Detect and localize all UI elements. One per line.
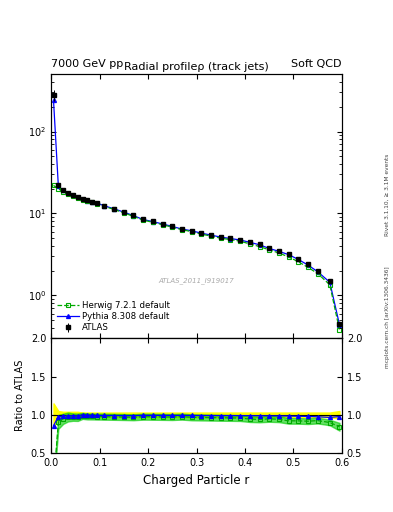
Herwig 7.2.1 default xyxy=(151,219,155,225)
Pythia 8.308 default xyxy=(327,279,332,285)
Pythia 8.308 default xyxy=(228,236,233,242)
Pythia 8.308 default xyxy=(337,322,342,328)
Herwig 7.2.1 default xyxy=(277,250,281,256)
Pythia 8.308 default xyxy=(75,194,80,200)
Herwig 7.2.1 default xyxy=(286,254,291,260)
Pythia 8.308 default xyxy=(209,232,213,238)
Text: Rivet 3.1.10, ≥ 3.1M events: Rivet 3.1.10, ≥ 3.1M events xyxy=(385,154,389,236)
Herwig 7.2.1 default xyxy=(112,206,116,212)
Pythia 8.308 default xyxy=(85,198,90,204)
Pythia 8.308 default xyxy=(56,183,61,189)
Herwig 7.2.1 default xyxy=(267,247,272,253)
Herwig 7.2.1 default xyxy=(131,214,136,220)
Text: ATLAS_2011_I919017: ATLAS_2011_I919017 xyxy=(159,277,234,284)
Pythia 8.308 default xyxy=(131,212,136,219)
Pythia 8.308 default xyxy=(90,199,95,205)
Line: Pythia 8.308 default: Pythia 8.308 default xyxy=(51,98,342,327)
Herwig 7.2.1 default xyxy=(337,327,342,333)
Herwig 7.2.1 default xyxy=(315,270,320,276)
Herwig 7.2.1 default xyxy=(296,259,301,265)
Herwig 7.2.1 default xyxy=(56,186,61,192)
Line: Herwig 7.2.1 default: Herwig 7.2.1 default xyxy=(51,183,342,332)
Text: 7000 GeV pp: 7000 GeV pp xyxy=(51,59,123,69)
Herwig 7.2.1 default xyxy=(170,224,174,230)
Herwig 7.2.1 default xyxy=(141,217,145,223)
Herwig 7.2.1 default xyxy=(95,201,99,207)
Pythia 8.308 default xyxy=(95,200,99,206)
Herwig 7.2.1 default xyxy=(327,282,332,288)
Herwig 7.2.1 default xyxy=(102,203,107,209)
Herwig 7.2.1 default xyxy=(71,193,75,199)
Pythia 8.308 default xyxy=(277,248,281,254)
Y-axis label: Ratio to ATLAS: Ratio to ATLAS xyxy=(15,360,25,432)
Pythia 8.308 default xyxy=(102,203,107,209)
Herwig 7.2.1 default xyxy=(121,210,126,216)
Pythia 8.308 default xyxy=(71,192,75,198)
Herwig 7.2.1 default xyxy=(180,227,184,233)
Herwig 7.2.1 default xyxy=(306,264,310,270)
Herwig 7.2.1 default xyxy=(75,195,80,201)
Pythia 8.308 default xyxy=(219,234,223,240)
Pythia 8.308 default xyxy=(66,190,70,196)
Pythia 8.308 default xyxy=(296,257,301,263)
Pythia 8.308 default xyxy=(121,209,126,215)
Pythia 8.308 default xyxy=(257,242,262,248)
Pythia 8.308 default xyxy=(238,237,242,243)
Herwig 7.2.1 default xyxy=(189,228,194,234)
Pythia 8.308 default xyxy=(248,239,252,245)
Pythia 8.308 default xyxy=(80,196,85,202)
Text: Soft QCD: Soft QCD xyxy=(292,59,342,69)
Herwig 7.2.1 default xyxy=(90,199,95,205)
Pythia 8.308 default xyxy=(286,251,291,258)
Legend: Herwig 7.2.1 default, Pythia 8.308 default, ATLAS: Herwig 7.2.1 default, Pythia 8.308 defau… xyxy=(55,299,172,334)
Herwig 7.2.1 default xyxy=(238,238,242,244)
Pythia 8.308 default xyxy=(199,230,204,236)
Pythia 8.308 default xyxy=(160,221,165,227)
Text: mcplots.cern.ch [arXiv:1306.3436]: mcplots.cern.ch [arXiv:1306.3436] xyxy=(385,267,389,368)
Title: Radial profileρ (track jets): Radial profileρ (track jets) xyxy=(124,62,269,72)
Herwig 7.2.1 default xyxy=(257,244,262,250)
Pythia 8.308 default xyxy=(151,219,155,225)
Pythia 8.308 default xyxy=(51,97,56,103)
Herwig 7.2.1 default xyxy=(160,222,165,228)
Pythia 8.308 default xyxy=(180,226,184,232)
X-axis label: Charged Particle r: Charged Particle r xyxy=(143,474,250,486)
Herwig 7.2.1 default xyxy=(228,237,233,243)
Pythia 8.308 default xyxy=(267,245,272,251)
Pythia 8.308 default xyxy=(141,217,145,223)
Herwig 7.2.1 default xyxy=(66,190,70,197)
Herwig 7.2.1 default xyxy=(85,198,90,204)
Herwig 7.2.1 default xyxy=(248,241,252,247)
Pythia 8.308 default xyxy=(306,262,310,268)
Pythia 8.308 default xyxy=(315,269,320,275)
Herwig 7.2.1 default xyxy=(51,182,56,188)
Herwig 7.2.1 default xyxy=(199,231,204,237)
Herwig 7.2.1 default xyxy=(80,197,85,203)
Pythia 8.308 default xyxy=(189,228,194,234)
Pythia 8.308 default xyxy=(112,206,116,212)
Pythia 8.308 default xyxy=(61,187,66,194)
Herwig 7.2.1 default xyxy=(61,188,66,195)
Herwig 7.2.1 default xyxy=(219,235,223,241)
Herwig 7.2.1 default xyxy=(209,233,213,239)
Pythia 8.308 default xyxy=(170,223,174,229)
